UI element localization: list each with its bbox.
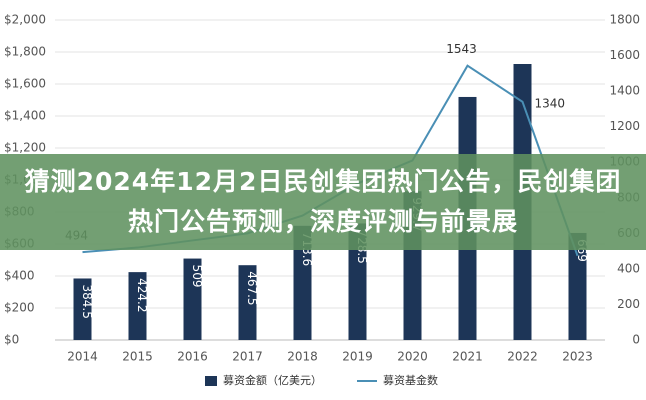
y2-tick-label: 0 bbox=[632, 333, 640, 347]
bar bbox=[568, 232, 587, 340]
x-tick-label: 2021 bbox=[452, 350, 483, 364]
bar-label: 467.5 bbox=[245, 271, 259, 305]
bar bbox=[128, 272, 147, 340]
bar bbox=[293, 225, 312, 340]
x-tick-label: 2020 bbox=[397, 350, 428, 364]
y-tick-label: $0 bbox=[4, 333, 19, 347]
bar-label: 509 bbox=[190, 265, 204, 288]
y-tick-label: $1,400 bbox=[4, 109, 46, 123]
legend-label: 募资金额（亿美元） bbox=[223, 373, 322, 387]
legend-label: 募资基金数 bbox=[383, 373, 438, 387]
x-tick-label: 2016 bbox=[177, 350, 208, 364]
x-tick-label: 2015 bbox=[122, 350, 153, 364]
line-label: 1340 bbox=[535, 96, 566, 110]
bar bbox=[73, 278, 92, 340]
y2-tick-label: 1800 bbox=[609, 13, 640, 27]
y-tick-label: $2,000 bbox=[4, 13, 46, 27]
x-tick-label: 2018 bbox=[287, 350, 318, 364]
x-tick-label: 2014 bbox=[67, 350, 98, 364]
line-label: 1543 bbox=[446, 42, 477, 56]
bar bbox=[183, 258, 202, 340]
y-tick-label: $400 bbox=[4, 269, 35, 283]
bar-label: 384.5 bbox=[80, 284, 94, 318]
x-tick-label: 2017 bbox=[232, 350, 263, 364]
y-tick-label: $200 bbox=[4, 301, 35, 315]
x-tick-label: 2022 bbox=[507, 350, 538, 364]
y2-tick-label: 1400 bbox=[609, 84, 640, 98]
bar-label: 424.2 bbox=[135, 278, 149, 312]
y2-tick-label: 1600 bbox=[609, 48, 640, 62]
x-tick-label: 2019 bbox=[342, 350, 373, 364]
y2-tick-label: 400 bbox=[617, 261, 640, 275]
bar bbox=[238, 265, 257, 340]
y-tick-label: $1,800 bbox=[4, 45, 46, 59]
title-banner: 猜测2024年12月2日民创集团热门公告，民创集团热门公告预测，深度评测与前景展 bbox=[0, 154, 646, 250]
y-tick-label: $1,600 bbox=[4, 77, 46, 91]
legend-swatch bbox=[205, 376, 217, 386]
bar bbox=[348, 223, 367, 340]
y2-tick-label: 200 bbox=[617, 297, 640, 311]
y-tick-label: $1,200 bbox=[4, 141, 46, 155]
y2-tick-label: 1200 bbox=[609, 119, 640, 133]
chart-title: 猜测2024年12月2日民创集团热门公告，民创集团热门公告预测，深度评测与前景展 bbox=[24, 167, 622, 236]
x-tick-label: 2023 bbox=[562, 350, 593, 364]
